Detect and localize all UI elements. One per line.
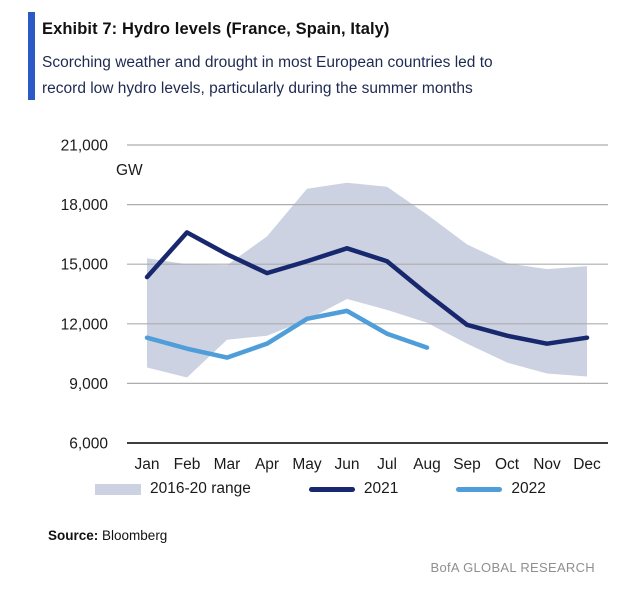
- source-label: Source:: [48, 528, 99, 543]
- source-value: Bloomberg: [102, 528, 168, 543]
- y-tick-label: 18,000: [61, 197, 109, 214]
- y-tick-label: 21,000: [61, 138, 109, 155]
- chart-subtitle-line2: record low hydro levels, particularly du…: [42, 80, 473, 97]
- x-tick-label: Feb: [174, 456, 201, 473]
- x-tick-label: Nov: [533, 456, 561, 473]
- legend-label-2022: 2022: [511, 480, 546, 497]
- x-tick-label: Oct: [495, 456, 520, 473]
- legend-item-range: 2016-20 range: [95, 480, 251, 498]
- range-band: [147, 182, 587, 378]
- x-tick-label: Jul: [377, 456, 397, 473]
- x-tick-label: May: [292, 456, 322, 473]
- source-note: Source: Bloomberg: [48, 528, 167, 543]
- chart-subtitle: Scorching weather and drought in most Eu…: [42, 50, 602, 102]
- x-tick-label: Sep: [453, 456, 481, 473]
- legend-item-2022: 2022: [456, 480, 546, 498]
- line-2021-swatch: [308, 486, 355, 492]
- y-tick-label: 9,000: [69, 376, 108, 393]
- line-2022-swatch: [456, 486, 503, 492]
- x-tick-label: Aug: [413, 456, 441, 473]
- x-tick-label: Jun: [335, 456, 360, 473]
- x-tick-label: Apr: [255, 456, 279, 473]
- legend-item-2021: 2021: [308, 480, 399, 498]
- range-band-swatch: [95, 483, 141, 495]
- brand-mark: BofA GLOBAL RESEARCH: [430, 560, 595, 575]
- title-accent-bar: [28, 12, 35, 100]
- y-tick-label: 12,000: [61, 316, 109, 333]
- x-tick-label: Jan: [135, 456, 160, 473]
- chart-subtitle-line1: Scorching weather and drought in most Eu…: [42, 54, 493, 71]
- line-2022: [144, 308, 430, 360]
- chart-title: Exhibit 7: Hydro levels (France, Spain, …: [42, 20, 390, 38]
- y-axis-unit-label: GW: [116, 162, 143, 179]
- line-2021: [144, 230, 590, 346]
- x-tick-label: Dec: [573, 456, 601, 473]
- y-tick-label: 6,000: [69, 436, 108, 453]
- chart-legend: 2016-20 range 2021 2022: [95, 480, 546, 498]
- legend-label-range: 2016-20 range: [150, 480, 251, 497]
- y-tick-label: 15,000: [61, 257, 109, 274]
- x-tick-label: Mar: [214, 456, 241, 473]
- legend-label-2021: 2021: [363, 480, 399, 497]
